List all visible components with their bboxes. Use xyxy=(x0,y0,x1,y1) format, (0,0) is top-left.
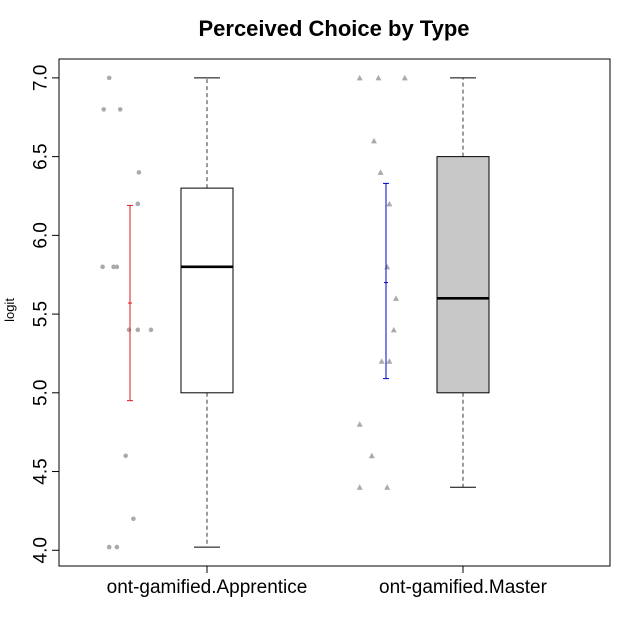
data-point xyxy=(393,295,399,301)
data-point xyxy=(135,201,141,207)
y-tick-label: 4.5 xyxy=(31,458,52,484)
data-point xyxy=(126,327,132,333)
y-axis: 4.0 4.5 5.0 5.5 6.0 6.5 7.0 xyxy=(31,65,60,563)
data-point xyxy=(386,358,393,364)
plot-frame xyxy=(58,58,611,567)
y-axis-label: logit xyxy=(2,298,17,322)
data-point xyxy=(384,263,391,270)
data-point xyxy=(123,453,128,459)
y-tick-label: 5.5 xyxy=(31,301,52,327)
y-tick-label: 4.0 xyxy=(31,537,52,563)
data-point xyxy=(135,327,141,333)
data-point xyxy=(136,170,142,175)
data-point xyxy=(384,484,391,490)
box xyxy=(180,187,234,394)
data-point xyxy=(390,326,397,333)
x-axis: ont-gamified.Apprentice ont-gamified.Mast… xyxy=(107,565,548,598)
data-point xyxy=(386,200,393,207)
y-tick-label: 6.0 xyxy=(31,222,52,248)
data-point xyxy=(356,484,363,490)
y-tick-label: 6.5 xyxy=(31,143,52,169)
data-point xyxy=(111,264,116,270)
data-point xyxy=(131,516,136,522)
data-point xyxy=(401,74,408,81)
data-point xyxy=(114,264,120,270)
data-point xyxy=(114,544,120,550)
data-point xyxy=(377,169,384,175)
data-point xyxy=(106,75,112,81)
data-point xyxy=(100,264,105,270)
data-point xyxy=(356,421,363,427)
data-point xyxy=(117,107,123,112)
x-tick-label: ont-gamified.Apprentice xyxy=(107,577,308,598)
data-point xyxy=(378,358,385,364)
chart-title: Perceived Choice by Type xyxy=(198,16,470,41)
box xyxy=(436,156,490,394)
box-group xyxy=(100,75,234,550)
data-point xyxy=(106,544,112,550)
data-point xyxy=(371,137,377,144)
x-tick-label: ont-gamified.Master xyxy=(379,577,548,598)
data-point xyxy=(148,327,154,333)
data-point xyxy=(356,74,363,81)
y-tick-label: 5.0 xyxy=(31,380,52,406)
y-tick-label: 7.0 xyxy=(31,65,52,91)
data-point xyxy=(101,107,106,112)
data-point xyxy=(375,74,382,81)
data-point xyxy=(368,452,375,459)
box-group xyxy=(356,74,490,490)
box-series xyxy=(100,74,490,550)
